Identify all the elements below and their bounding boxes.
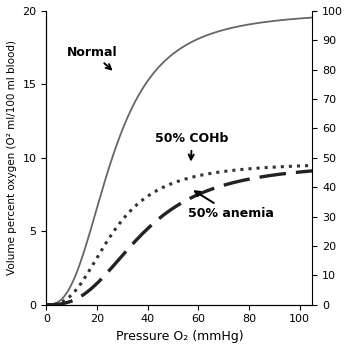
Text: Normal: Normal	[66, 46, 117, 69]
Y-axis label: Volume percent oxygen (O² ml/100 ml blood): Volume percent oxygen (O² ml/100 ml bloo…	[7, 40, 17, 275]
Text: 50% anemia: 50% anemia	[188, 191, 274, 220]
Text: 50% COHb: 50% COHb	[155, 132, 229, 160]
X-axis label: Pressure O₂ (mmHg): Pressure O₂ (mmHg)	[116, 330, 243, 343]
